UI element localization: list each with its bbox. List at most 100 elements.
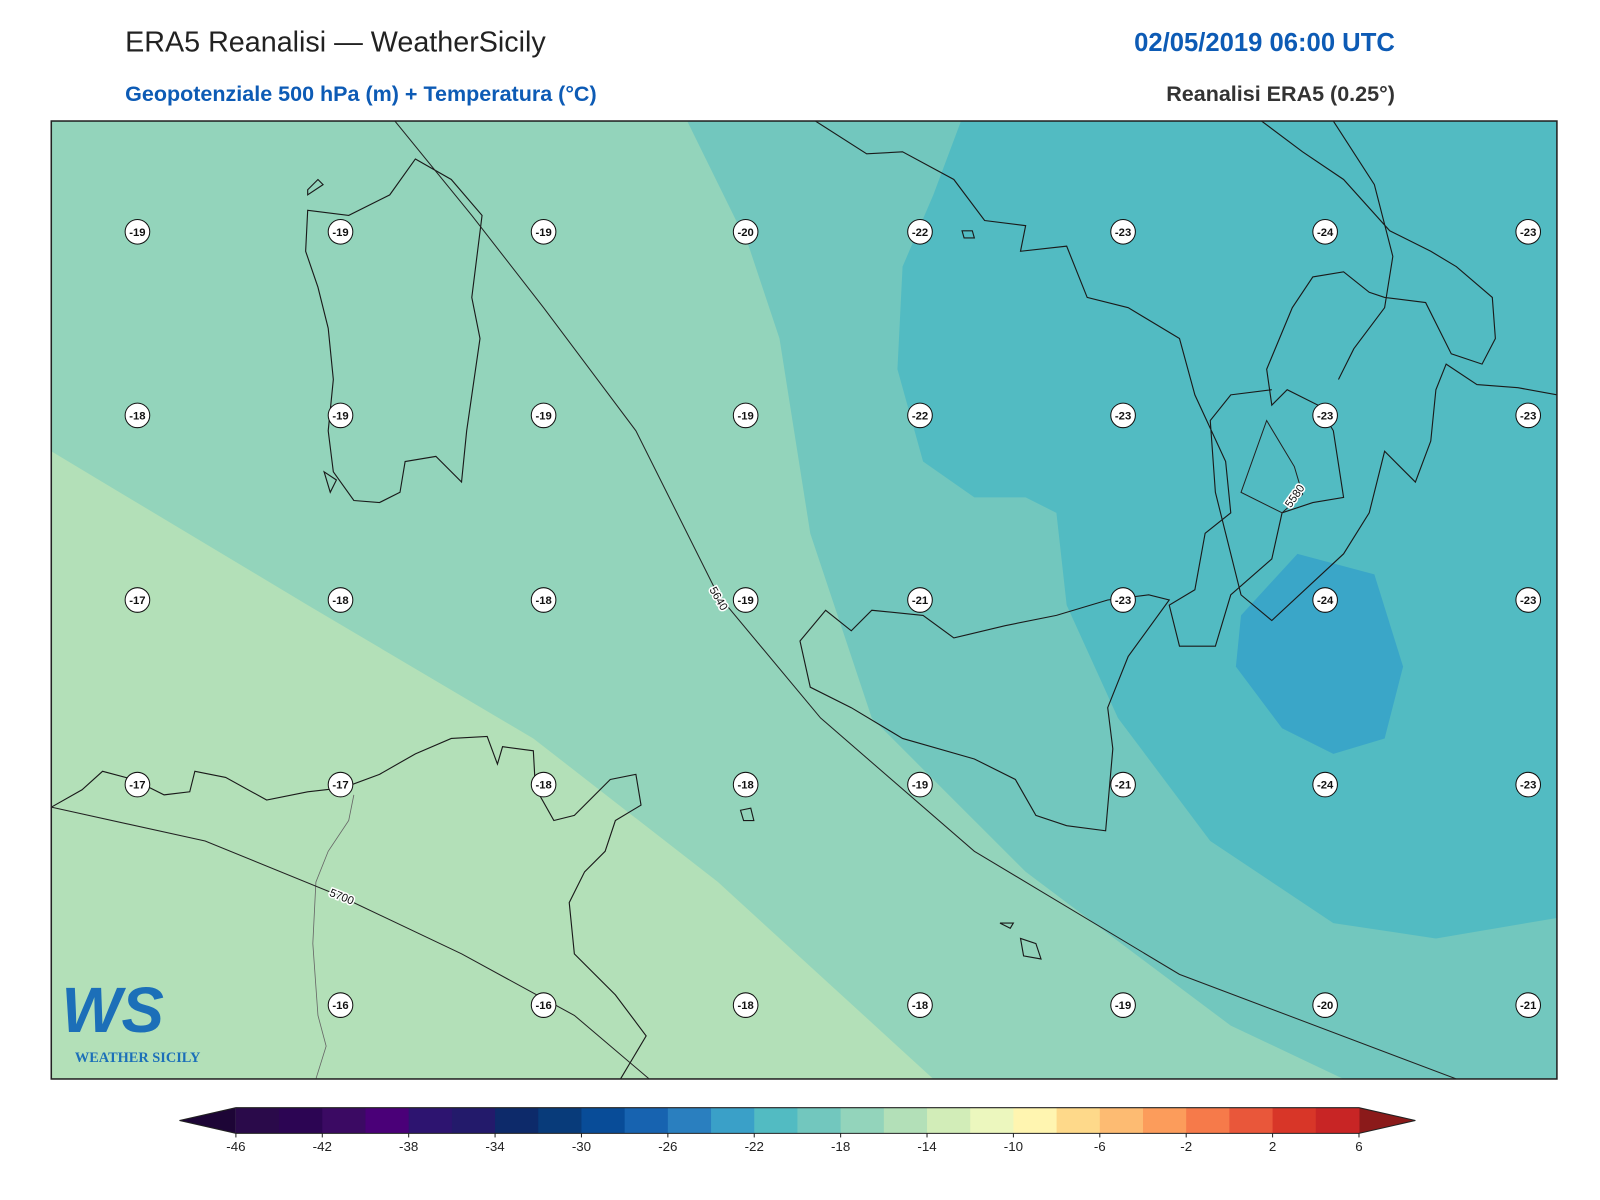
station-marker xyxy=(1312,992,1338,1018)
station-value: -24 xyxy=(1317,780,1334,792)
station-value: -18 xyxy=(332,595,348,607)
colorbar-segment xyxy=(1013,1107,1058,1134)
colorbar-tick-label: -10 xyxy=(1004,1139,1023,1154)
colorbar-segment xyxy=(1229,1107,1274,1134)
station-marker xyxy=(732,587,759,613)
station-value: -19 xyxy=(535,410,551,422)
station-marker xyxy=(1312,587,1338,613)
colorbar-segment xyxy=(1056,1107,1101,1134)
colorbar-segment xyxy=(1272,1107,1317,1134)
colorbar-segment xyxy=(624,1107,669,1134)
colorbar-segment xyxy=(495,1107,539,1134)
colorbar-extend xyxy=(179,1107,236,1134)
station-value: -19 xyxy=(737,595,753,607)
colorbar-tick-label: -30 xyxy=(572,1139,591,1154)
station-marker xyxy=(1110,992,1136,1018)
station-marker xyxy=(530,218,557,245)
station-marker xyxy=(1110,771,1136,798)
colorbar-tick-label: -14 xyxy=(917,1139,937,1154)
station-value: -22 xyxy=(912,410,928,422)
station-marker xyxy=(907,402,933,429)
colorbar-extend xyxy=(1358,1107,1416,1134)
colorbar-tick-label: -42 xyxy=(313,1139,332,1154)
station-marker xyxy=(1312,218,1338,245)
station-marker xyxy=(1312,771,1338,798)
station-marker xyxy=(124,402,151,429)
field xyxy=(51,451,934,1079)
station-marker xyxy=(530,402,557,429)
station-marker xyxy=(1312,402,1338,429)
station-value: -20 xyxy=(737,227,753,239)
station-marker xyxy=(1515,992,1542,1018)
station-value: -17 xyxy=(129,780,145,792)
station-value: -17 xyxy=(332,780,348,792)
station-marker xyxy=(124,587,151,613)
field xyxy=(1235,553,1404,754)
station-marker xyxy=(907,992,933,1018)
station-value: -21 xyxy=(1520,1000,1536,1012)
datetime: 02/05/2019 06:00 UTC xyxy=(1134,29,1395,57)
station-marker xyxy=(732,992,759,1018)
colorbar-tick-label: 2 xyxy=(1269,1139,1276,1154)
colorbar-segment xyxy=(667,1107,712,1134)
colorbar-segment xyxy=(235,1107,280,1134)
station-value: -18 xyxy=(737,1000,753,1012)
colorbar-segment xyxy=(797,1107,842,1134)
station-value: -23 xyxy=(1520,410,1536,422)
station-value: -19 xyxy=(535,227,551,239)
station-marker xyxy=(907,771,933,798)
contour-line xyxy=(51,806,650,1079)
field xyxy=(897,121,1557,939)
station-value: -19 xyxy=(912,780,928,792)
colorbar-tick-label: 6 xyxy=(1355,1139,1362,1154)
station-marker xyxy=(1110,218,1136,245)
station-marker xyxy=(1110,402,1136,429)
colorbar-segment xyxy=(927,1107,971,1134)
station-value: -23 xyxy=(1520,227,1536,239)
coastline xyxy=(815,121,1557,647)
station-value: -24 xyxy=(1317,227,1334,239)
station-value: -18 xyxy=(912,1000,928,1012)
colorbar-segment xyxy=(1099,1107,1144,1134)
stations: -19 -19 -19 -20 -22 -23 -24 -23 -18 -19 -19 -19 -22 -… xyxy=(124,218,1542,1018)
station-value: -18 xyxy=(129,410,145,422)
station-value: -23 xyxy=(1317,410,1333,422)
station-marker xyxy=(124,771,151,798)
map: -19 -19 -19 -20 -22 -23 -24 -23 -18 -19 -19 -19 -22 -… xyxy=(51,121,1557,1079)
station-marker xyxy=(1515,771,1542,798)
station-value: -23 xyxy=(1520,595,1536,607)
logo: WS WEATHER SICILY xyxy=(62,975,202,1066)
colorbar-segment xyxy=(1142,1107,1187,1134)
station-marker xyxy=(327,992,354,1018)
station-value: -23 xyxy=(1520,780,1536,792)
station-value: -18 xyxy=(535,595,551,607)
station-marker xyxy=(530,992,557,1018)
colorbar-segment xyxy=(538,1107,582,1134)
station-value: -23 xyxy=(1115,227,1131,239)
station-marker xyxy=(530,587,557,613)
station-marker xyxy=(907,218,933,245)
colorbar: -46 -42 -38 -34 -30 -26 -22 -18 -14 -10 -6 -2 2 6 xyxy=(179,1107,1416,1154)
colorbar-tick-label: -34 xyxy=(485,1139,505,1154)
source: Reanalisi ERA5 (0.25°) xyxy=(1166,82,1395,106)
station-marker xyxy=(1515,402,1542,429)
station-marker xyxy=(124,218,151,245)
station-value: -16 xyxy=(535,1000,551,1012)
coastline xyxy=(739,594,1171,960)
station-value: -17 xyxy=(129,595,145,607)
coastline xyxy=(305,158,483,504)
station-value: -19 xyxy=(332,410,348,422)
border xyxy=(312,794,355,1079)
colorbar-segment xyxy=(408,1107,453,1134)
colorbar-segment xyxy=(754,1107,798,1134)
station-value: -24 xyxy=(1317,595,1334,607)
station-marker xyxy=(327,771,354,798)
station-value: -19 xyxy=(332,227,348,239)
logo-text: WEATHER SICILY xyxy=(75,1050,201,1066)
station-marker xyxy=(1515,218,1542,245)
station-marker xyxy=(327,587,354,613)
map-frame xyxy=(50,120,1558,1080)
colorbar-tick-label: -6 xyxy=(1094,1139,1106,1154)
colorbar-segment xyxy=(1315,1107,1360,1134)
colorbar-segment xyxy=(711,1107,755,1134)
